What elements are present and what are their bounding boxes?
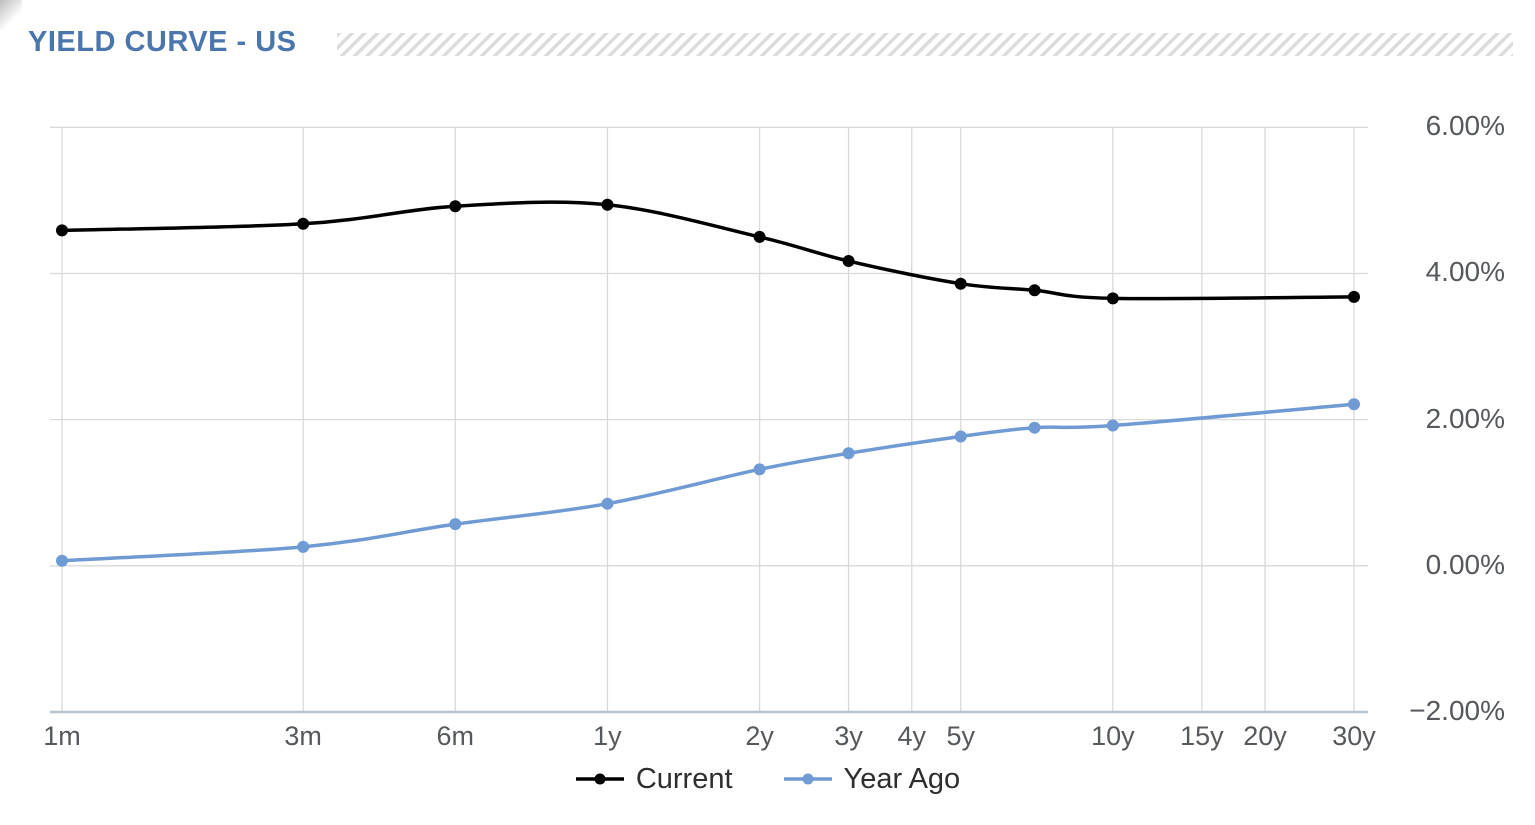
data-point-year-ago-3y bbox=[842, 447, 855, 460]
page-title: YIELD CURVE - US bbox=[28, 26, 297, 58]
series-line-current bbox=[61, 200, 1355, 301]
data-point-current-1y bbox=[601, 198, 614, 211]
y-tick-label-2.00%: 2.00% bbox=[1425, 402, 1505, 434]
x-tick-label-10y: 10y bbox=[1091, 721, 1135, 751]
y-tick-label-0.00%: 0.00% bbox=[1425, 548, 1505, 580]
data-point-year-ago-2y bbox=[753, 463, 766, 476]
legend-item-year-ago[interactable]: Year Ago bbox=[783, 762, 961, 796]
x-tick-label-4y: 4y bbox=[897, 721, 926, 751]
data-point-current-3y bbox=[842, 255, 855, 268]
x-tick-label-3y: 3y bbox=[834, 721, 863, 751]
x-tick-label-20y: 20y bbox=[1243, 721, 1287, 751]
chart-legend: Current Year Ago bbox=[0, 756, 1535, 802]
x-tick-label-2y: 2y bbox=[745, 721, 774, 751]
legend-item-current[interactable]: Current bbox=[575, 763, 733, 796]
data-point-year-ago-6m bbox=[449, 518, 462, 531]
x-tick-label-30y: 30y bbox=[1332, 721, 1376, 751]
x-tick-label-15y: 15y bbox=[1180, 721, 1224, 751]
y-tick-label-−2.00%: −2.00% bbox=[1409, 695, 1505, 726]
data-point-year-ago-5y bbox=[954, 430, 967, 443]
data-point-current-7y bbox=[1028, 284, 1041, 297]
year-ago-series-marker-icon bbox=[783, 773, 832, 785]
data-point-current-5y bbox=[954, 277, 967, 290]
data-point-year-ago-10y bbox=[1106, 419, 1119, 432]
data-point-year-ago-1y bbox=[601, 497, 614, 510]
legend-label-current: Current bbox=[635, 762, 733, 795]
x-tick-label-1m: 1m bbox=[43, 721, 81, 751]
data-point-year-ago-30y bbox=[1348, 398, 1360, 411]
legend-label-year-ago: Year Ago bbox=[843, 762, 961, 795]
x-tick-label-3m: 3m bbox=[284, 721, 322, 751]
x-tick-label-1y: 1y bbox=[593, 721, 622, 751]
x-tick-label-5y: 5y bbox=[946, 721, 975, 751]
data-point-current-2y bbox=[753, 230, 766, 243]
y-tick-label-4.00%: 4.00% bbox=[1425, 256, 1505, 288]
data-point-current-6m bbox=[449, 200, 462, 213]
data-point-year-ago-1m bbox=[56, 554, 68, 567]
data-point-year-ago-7y bbox=[1028, 421, 1041, 434]
data-point-year-ago-3m bbox=[297, 540, 310, 553]
data-point-current-30y bbox=[1348, 290, 1360, 303]
y-tick-label-6.00%: 6.00% bbox=[1425, 110, 1505, 142]
data-point-current-1m bbox=[56, 224, 68, 237]
series-line-year-ago bbox=[61, 402, 1355, 563]
corner-artifact bbox=[0, 0, 22, 30]
data-point-current-10y bbox=[1106, 292, 1119, 305]
current-series-marker-icon bbox=[575, 773, 624, 785]
hatch-banner bbox=[337, 33, 1513, 56]
x-tick-label-6m: 6m bbox=[436, 721, 475, 751]
data-point-current-3m bbox=[297, 217, 310, 230]
